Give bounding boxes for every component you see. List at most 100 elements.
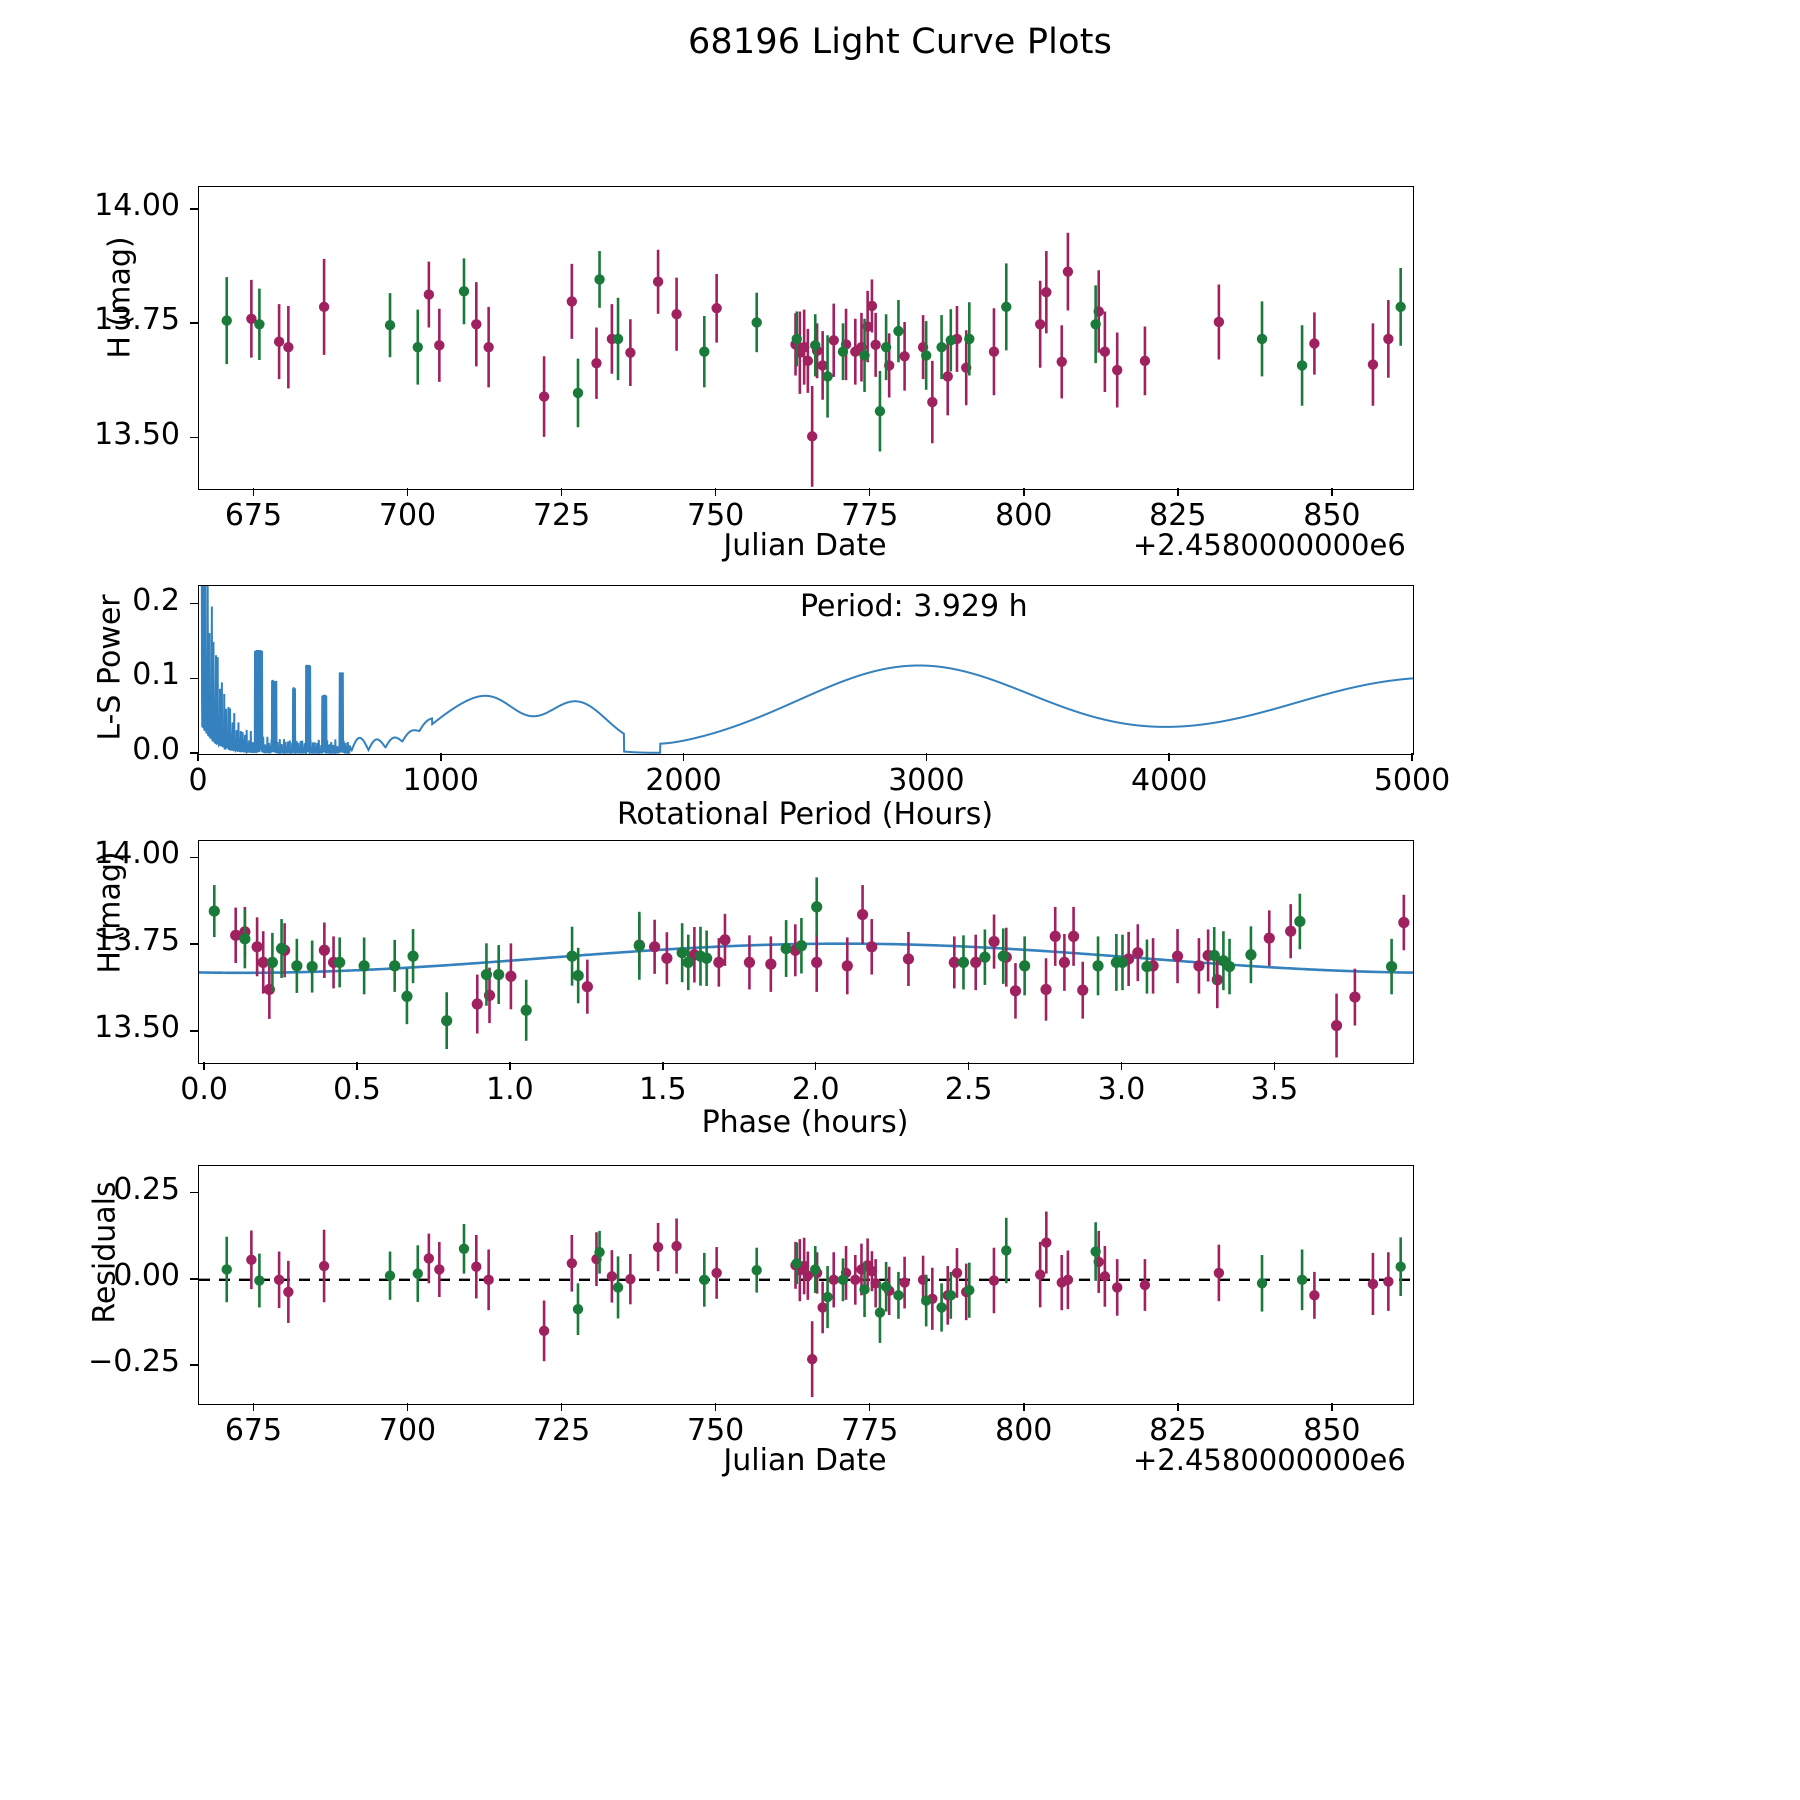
x-tick-label: 4000 [1131,763,1208,798]
y-tick-label: 14.00 [94,187,180,223]
x-tick-mark [406,1403,409,1411]
x-tick-label: 850 [1303,498,1361,533]
x-tick-label: 750 [687,498,745,533]
x-tick-mark [1022,488,1025,496]
series-series_a [246,1211,1394,1398]
x-tick-label: 1.0 [486,1072,534,1107]
y-tick-mark [190,436,198,439]
y-tick-mark [190,208,198,210]
x-tick-mark [714,488,717,496]
x-tick-mark [662,1062,664,1070]
x-tick-label: 3000 [888,763,965,798]
x-tick-label: 2.5 [944,1072,993,1107]
x-tick-label: 2000 [645,763,722,798]
x-tick-mark [814,1062,817,1070]
y-tick-label: 0.0 [132,732,180,767]
x-tick-label: 3.0 [1097,1072,1146,1107]
residuals-x-axis-label: Julian Date [723,1443,887,1478]
x-tick-label: 725 [532,498,591,533]
x-tick-label: 825 [1149,498,1207,533]
x-tick-mark [1168,753,1170,761]
y-tick-mark [190,1364,198,1366]
x-tick-mark [868,488,871,496]
y-tick-mark [190,943,198,945]
periodogram-data-layer [200,586,1413,754]
x-tick-label: 775 [841,1413,899,1448]
y-tick-label: 0.2 [132,582,180,618]
x-tick-mark [252,488,255,496]
x-tick-mark [1411,753,1413,761]
period-annotation: Period: 3.929 h [800,589,1028,624]
x-tick-label: 800 [995,1413,1053,1448]
y-tick-mark [190,677,198,680]
x-tick-mark [197,753,199,761]
lightcurve-data-layer [221,232,1406,487]
x-tick-mark [560,488,563,496]
x-tick-label: 825 [1149,1413,1207,1448]
lightcurve-x-axis-label: Julian Date [723,528,887,563]
series-series_b [221,1217,1406,1343]
periodogram-plot-area [198,585,1414,755]
y-tick-mark [190,322,198,325]
series-series_a [230,885,1410,1058]
x-tick-label: 800 [995,498,1053,533]
phase-data-layer [199,877,1413,1058]
x-tick-label: 750 [687,1413,745,1448]
y-tick-label: 0.25 [113,1171,180,1207]
lightcurve-x-offset-text: +2.4580000000e6 [1133,528,1406,562]
residuals-data-layer [199,1211,1413,1398]
x-tick-mark [252,1403,255,1411]
x-tick-mark [967,1062,970,1070]
x-tick-mark [714,1403,717,1411]
x-tick-mark [356,1062,358,1070]
periodogram-power-curve [200,586,1413,754]
residuals-x-offset-text: +2.4580000000e6 [1133,1443,1406,1477]
periodogram-x-axis-label: Rotational Period (Hours) [616,797,994,832]
x-tick-mark [1022,1403,1025,1411]
x-tick-label: 700 [378,498,437,533]
y-tick-mark [190,602,198,605]
phase-x-axis-label: Phase (hours) [701,1105,909,1140]
x-tick-label: 1000 [402,763,479,798]
y-tick-label: 13.75 [94,923,180,959]
residuals-plot-area [198,1165,1414,1405]
x-tick-mark [682,753,685,761]
x-tick-label: 675 [224,1413,283,1448]
y-tick-label: 13.75 [94,302,180,338]
x-tick-label: 0.5 [333,1072,381,1107]
x-tick-mark [1120,1062,1123,1070]
x-tick-mark [1177,1403,1179,1411]
series-series_b [208,877,1398,1050]
x-tick-label: 1.5 [638,1072,687,1107]
x-tick-mark [1177,488,1179,496]
x-tick-mark [1331,488,1333,496]
y-tick-mark [190,1191,198,1194]
x-tick-label: 0 [188,763,208,798]
x-tick-label: 0.0 [180,1072,228,1107]
figure-title: 68196 Light Curve Plots [687,22,1113,62]
y-tick-label: 14.00 [94,836,180,872]
y-tick-mark [190,1278,198,1280]
x-tick-label: 725 [532,1413,591,1448]
y-tick-label: 13.50 [94,1009,180,1045]
x-tick-mark [440,753,442,761]
x-tick-label: 5000 [1373,763,1451,798]
y-tick-label: 13.50 [94,416,180,452]
x-tick-mark [1273,1062,1276,1070]
series-series_a [246,232,1394,487]
x-tick-label: 675 [224,498,283,533]
x-tick-label: 2.0 [791,1072,840,1107]
x-tick-mark [509,1062,511,1070]
x-tick-label: 3.5 [1250,1072,1299,1107]
y-tick-label: 0.1 [132,657,180,693]
x-tick-mark [925,753,928,761]
y-tick-label: −0.25 [88,1344,180,1380]
x-tick-label: 775 [841,498,899,533]
y-tick-mark [190,856,198,859]
y-tick-label: 0.00 [113,1257,180,1293]
x-tick-mark [560,1403,563,1411]
x-tick-mark [406,488,409,496]
x-tick-label: 700 [378,1413,437,1448]
x-tick-label: 850 [1303,1413,1361,1448]
x-tick-mark [1331,1403,1333,1411]
